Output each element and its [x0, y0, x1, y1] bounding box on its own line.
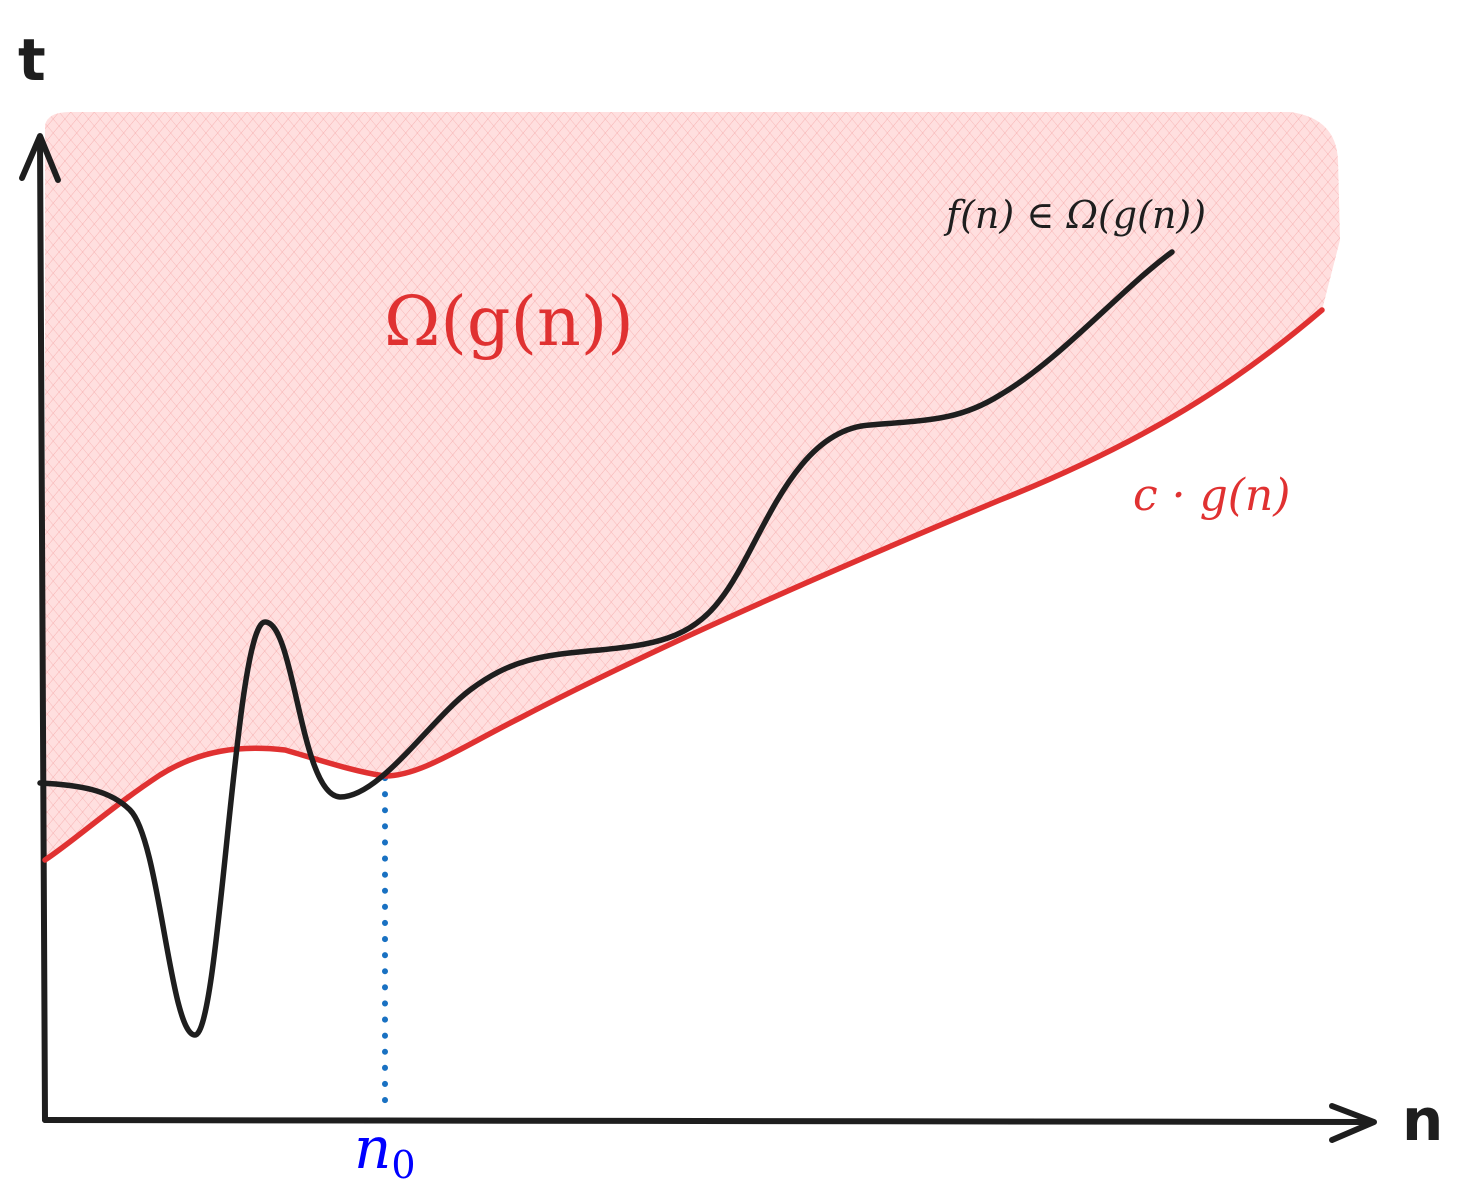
x-axis-line — [42, 1117, 1375, 1125]
n0-label-main: n — [354, 1114, 391, 1182]
x-axis-label: n — [1402, 1086, 1443, 1154]
x-axis-arrowhead — [1329, 1103, 1377, 1143]
omega-region-label: Ω(g(n)) — [384, 283, 634, 362]
n0-label-subscript: 0 — [391, 1143, 415, 1187]
y-axis-label: t — [18, 26, 46, 94]
bound-curve-label: c · g(n) — [1133, 470, 1290, 521]
y-axis-line — [37, 135, 48, 1123]
bound-curve — [42, 307, 1325, 863]
omega-region — [45, 112, 1340, 860]
axes — [19, 133, 1377, 1143]
f-curve — [37, 249, 1175, 1038]
n0-label: n0 — [354, 1114, 416, 1187]
y-axis-arrowhead — [19, 133, 61, 183]
omega-region-hatch-b — [45, 112, 1340, 860]
f-curve-label: f(n) ∈ Ω(g(n)) — [943, 193, 1206, 237]
